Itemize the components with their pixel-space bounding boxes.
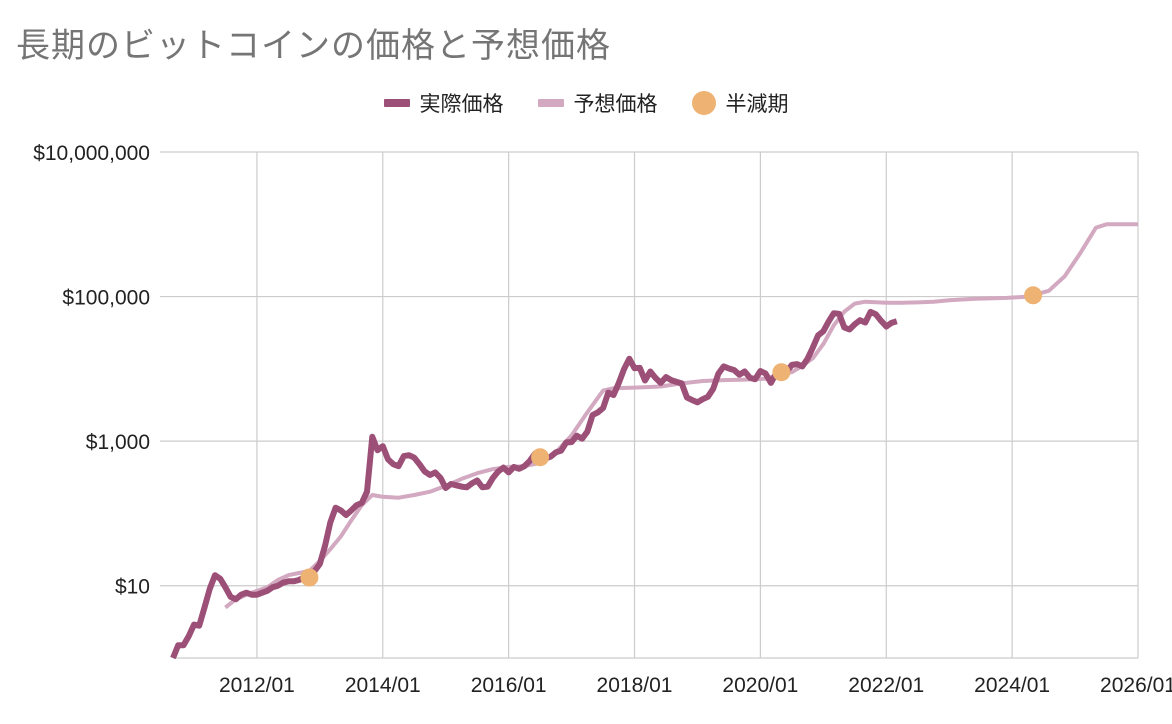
x-tick-label: 2016/01	[471, 674, 547, 697]
grid-lines	[160, 151, 1139, 659]
legend-item-forecast[interactable]: 予想価格	[537, 88, 658, 118]
y-tick-label: $100,000	[62, 287, 150, 310]
halving-point	[1024, 286, 1043, 305]
y-tick-label: $10,000,000	[33, 142, 150, 165]
chart-title: 長期のビットコインの価格と予想価格	[16, 26, 611, 66]
legend-swatch-forecast	[537, 99, 564, 107]
legend-swatch-actual	[383, 99, 410, 107]
halving-point	[772, 363, 791, 382]
series-line-actual	[170, 308, 898, 660]
x-tick-label: 2012/01	[219, 674, 295, 697]
legend-item-actual[interactable]: 実際価格	[383, 88, 504, 118]
chart-legend: 実際価格 予想価格 半減期	[0, 88, 1172, 118]
halving-point	[300, 568, 319, 587]
halving-markers	[300, 286, 1043, 587]
legend-label-actual: 実際価格	[419, 92, 504, 116]
x-tick-label: 2024/01	[974, 674, 1050, 697]
legend-item-halving[interactable]: 半減期	[691, 88, 789, 118]
x-tick-label: 2014/01	[345, 674, 421, 697]
halving-point	[531, 448, 550, 467]
legend-swatch-halving	[691, 91, 716, 115]
x-tick-label: 2020/01	[722, 674, 798, 697]
x-tick-label: 2018/01	[597, 674, 673, 697]
x-tick-label: 2022/01	[848, 674, 924, 697]
legend-label-forecast: 予想価格	[573, 92, 658, 116]
y-tick-label: $1,000	[86, 431, 150, 454]
tick-labels: $10 $1,000 $100,000 $10,000,000 2012/01 2014/…	[33, 142, 1172, 697]
x-tick-label: 2026/01	[1100, 674, 1172, 697]
series-line-forecast	[224, 222, 1138, 610]
y-tick-label: $10	[115, 576, 150, 599]
legend-label-halving: 半減期	[725, 92, 789, 116]
